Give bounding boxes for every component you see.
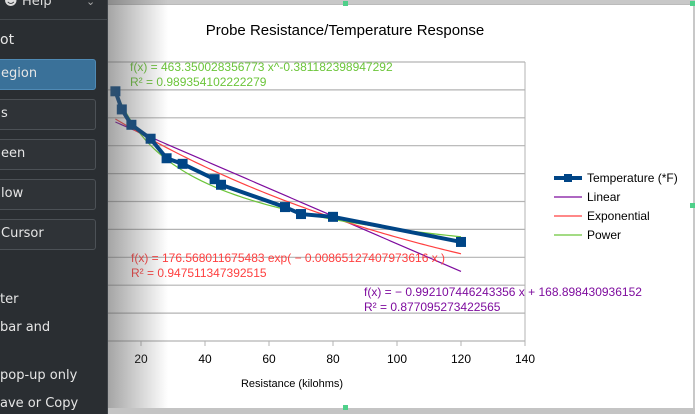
legend-label: Linear (587, 190, 620, 204)
trendline-equation: f(x) = 176.568011675483 exp( − 0.0086512… (131, 251, 445, 265)
selection-handle[interactable] (343, 1, 348, 6)
legend-label: Temperature (*F) (587, 171, 678, 185)
data-point (126, 119, 137, 130)
x-tick-label: 40 (198, 352, 212, 366)
data-point (116, 104, 127, 115)
x-tick-label: 100 (387, 352, 407, 366)
button-label: s (1, 106, 8, 121)
legend-label: Exponential (587, 209, 650, 223)
capture-window-button[interactable]: low (0, 179, 96, 210)
x-tick-label: 60 (262, 352, 276, 366)
trendline-power (114, 90, 462, 238)
chevron-down-icon[interactable]: ⌄ (86, 0, 96, 8)
selection-handle[interactable] (343, 405, 348, 410)
panel-topbar: ☻ Help ⌄ (0, 0, 107, 20)
section-heading: ot (0, 32, 15, 48)
chart-title: Probe Resistance/Temperature Response (206, 22, 484, 39)
trendline-equation: f(x) = 463.350028356773 x^-0.38118239894… (130, 60, 393, 74)
trendline-r-squared: R² = 0.877095273422565 (364, 300, 501, 314)
data-point (456, 236, 466, 247)
option-text[interactable]: bar and (0, 320, 51, 335)
trendline-exponential (115, 118, 462, 255)
capture-cursor-button[interactable]: Cursor (0, 219, 96, 250)
button-label: egion (1, 66, 38, 81)
data-point (145, 133, 156, 144)
option-text[interactable]: ave or Copy (0, 396, 79, 411)
series-line (113, 90, 462, 244)
data-point (209, 174, 220, 185)
data-point (296, 209, 306, 220)
x-tick-label: 140 (515, 352, 535, 366)
selection-handle[interactable] (690, 1, 695, 6)
trendline-equation: f(x) = − 0.992107446243356 x + 168.89843… (364, 285, 642, 299)
data-point (216, 179, 226, 190)
data-point (177, 158, 188, 169)
capture-option-button[interactable]: s (0, 99, 96, 130)
x-tick-label: 80 (326, 352, 340, 366)
sheet-ruler (100, 408, 695, 414)
option-text[interactable]: pop-up only (0, 368, 78, 383)
x-axis-label: Resistance (kilohms) (241, 378, 343, 390)
button-label: low (1, 186, 24, 201)
capture-region-button[interactable]: egion (0, 59, 96, 90)
x-tick-label: 120 (451, 352, 471, 366)
option-text[interactable]: ter (0, 292, 19, 307)
help-menu[interactable]: Help (22, 0, 52, 9)
selection-handle[interactable] (690, 203, 695, 208)
legend-label: Power (587, 228, 621, 242)
trendline-r-squared: R² = 0.989354102222279 (130, 75, 267, 89)
button-label: een (1, 146, 26, 161)
screenshot-tool-panel: ☻ Help ⌄ ot egion s een low Cursor ter b… (0, 0, 108, 414)
trendline-linear (115, 121, 462, 273)
help-icon: ☻ (4, 0, 18, 9)
legend-marker (564, 174, 572, 182)
data-point (110, 86, 121, 97)
trendline-r-squared: R² = 0.947511347392515 (131, 266, 267, 280)
data-point (328, 211, 338, 222)
button-label: Cursor (1, 226, 44, 241)
x-tick-label: 20 (134, 352, 148, 366)
data-point (161, 153, 172, 164)
capture-screen-button[interactable]: een (0, 139, 96, 170)
data-point (280, 202, 290, 213)
